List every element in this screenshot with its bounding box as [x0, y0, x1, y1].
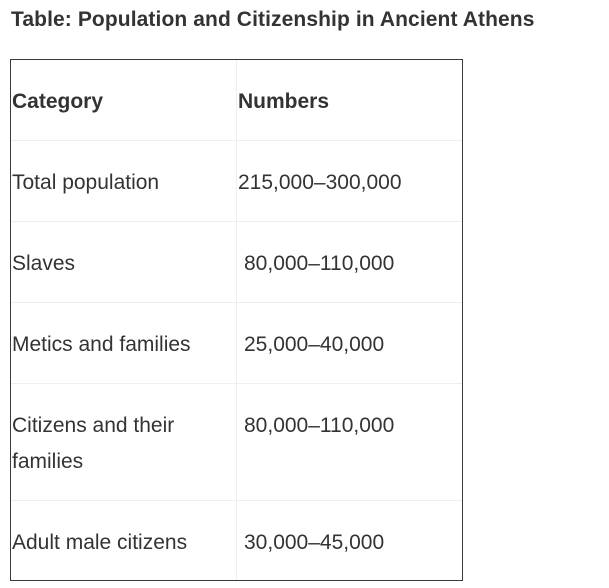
- table-row: Total population 215,000–300,000: [11, 140, 462, 221]
- numbers-cell: 215,000–300,000: [238, 171, 402, 194]
- population-table: Category Numbers Total population 215,00…: [10, 59, 463, 581]
- column-divider: [236, 60, 237, 580]
- category-cell: Metics and families: [12, 333, 191, 356]
- category-cell: Citizens and their families: [12, 414, 175, 473]
- numbers-cell: 80,000–110,000: [244, 252, 395, 275]
- numbers-cell: 25,000–40,000: [244, 333, 385, 356]
- table-row: Adult male citizens 30,000–45,000: [11, 500, 462, 581]
- category-cell: Adult male citizens: [12, 531, 188, 554]
- numbers-cell: 30,000–45,000: [244, 531, 385, 554]
- table-title: Table: Population and Citizenship in Anc…: [11, 8, 535, 31]
- header-category: Category: [12, 90, 104, 113]
- category-cell: Total population: [12, 171, 160, 194]
- table-row: Metics and families 25,000–40,000: [11, 302, 462, 383]
- numbers-cell: 80,000–110,000: [244, 414, 395, 437]
- category-cell: Slaves: [12, 252, 76, 275]
- table-row: Slaves 80,000–110,000: [11, 221, 462, 302]
- table-row: Citizens and their families 80,000–110,0…: [11, 383, 462, 500]
- header-numbers: Numbers: [238, 90, 330, 113]
- table-header-row: Category Numbers: [11, 60, 462, 140]
